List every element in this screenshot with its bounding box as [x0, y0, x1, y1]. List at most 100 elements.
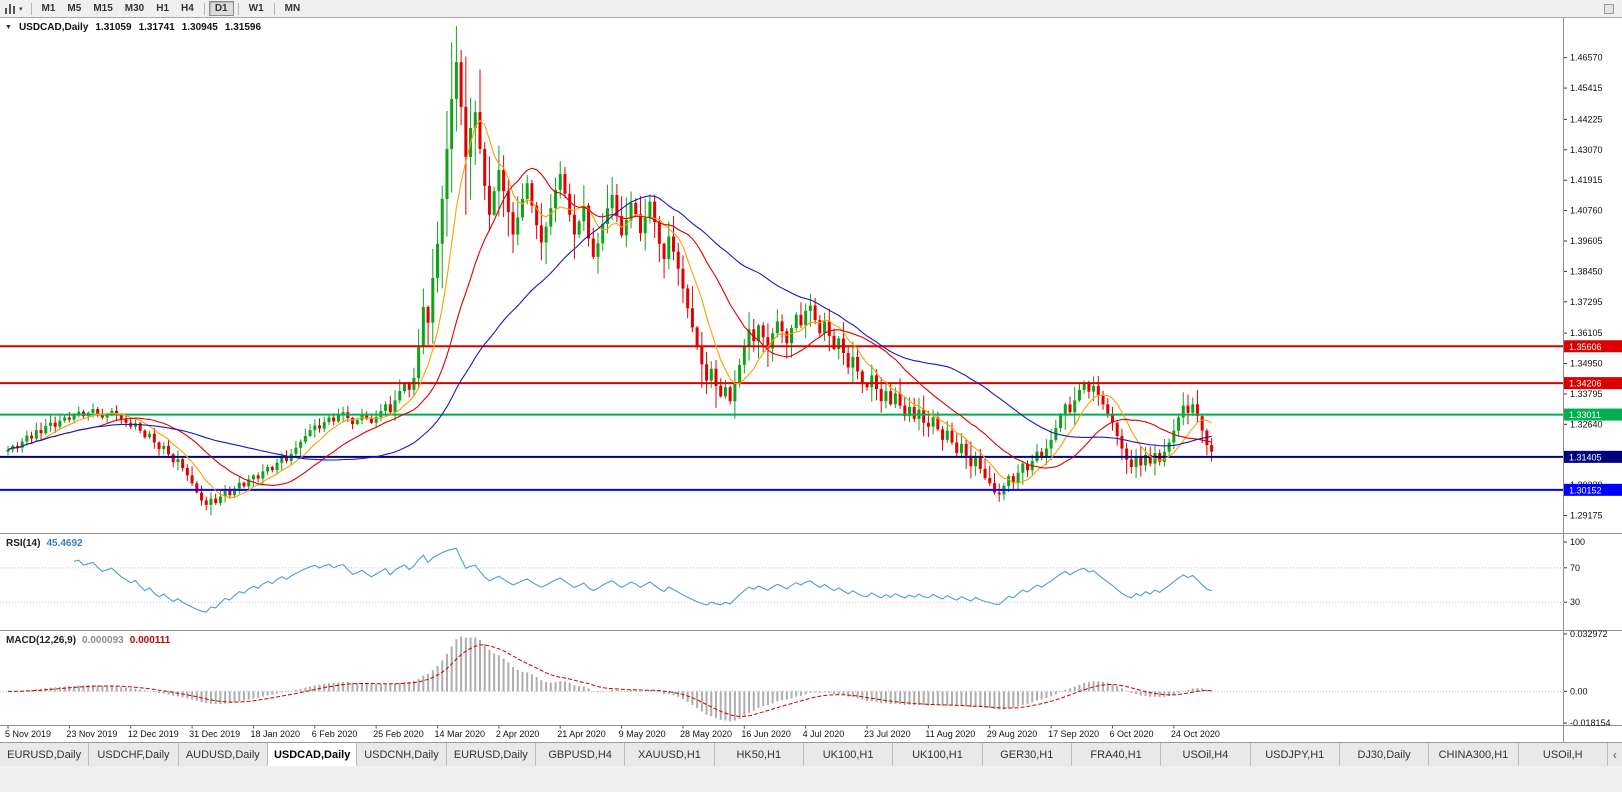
ma-mid-line	[7, 167, 1212, 486]
timeframe-button-d1[interactable]: D1	[208, 1, 234, 16]
timeframe-button-m5[interactable]: M5	[67, 3, 82, 14]
symbol-tab-dj30-daily[interactable]: DJ30,Daily	[1339, 743, 1430, 766]
toolbar-separator	[273, 2, 275, 15]
macd-panel: 0.032972 0.00 -0.018154	[0, 629, 1611, 728]
symbol-tab-hk50-h1[interactable]: HK50,H1	[714, 743, 804, 766]
timeframe-button-mn[interactable]: MN	[284, 3, 301, 14]
horizontal-lines[interactable]	[0, 345, 1564, 491]
tab-scroll-icon[interactable]: ‹	[1612, 747, 1617, 762]
symbol-tab-fra40-h1[interactable]: FRA40,H1	[1071, 743, 1162, 766]
timeframe-toolbar: ▾ M1 M5 M15 M30 H1 H4 D1 W1 MN	[0, 0, 1622, 18]
macd-main-value: 0.000093	[82, 635, 124, 646]
svg-text:0.032972: 0.032972	[1570, 629, 1608, 639]
chart-type-dropdown-icon[interactable]: ▾	[19, 5, 23, 13]
symbol-tab-usdchf-daily[interactable]: USDCHF,Daily	[89, 743, 179, 766]
svg-text:12 Dec 2019: 12 Dec 2019	[128, 729, 179, 739]
svg-text:1.46570: 1.46570	[1570, 53, 1603, 63]
svg-text:21 Apr 2020: 21 Apr 2020	[557, 729, 606, 739]
symbol-tab-usdcad-daily[interactable]: USDCAD,Daily	[267, 743, 358, 766]
ma-lines	[7, 119, 1212, 499]
timeframe-button-m30[interactable]: M30	[124, 3, 145, 14]
chart-type-icon[interactable]	[4, 3, 18, 15]
svg-text:1.37295: 1.37295	[1570, 297, 1603, 307]
symbol-tab-ger30-h1[interactable]: GER30,H1	[982, 743, 1072, 766]
timeframe-button-w1[interactable]: W1	[248, 3, 264, 14]
price-badge-1.35606[interactable]: 1.35606	[1564, 340, 1622, 353]
svg-text:1.34950: 1.34950	[1570, 359, 1603, 369]
bottom-strip	[0, 766, 1622, 792]
svg-text:1.33011: 1.33011	[1569, 410, 1601, 420]
svg-text:1.41915: 1.41915	[1570, 175, 1603, 185]
svg-text:1.29175: 1.29175	[1570, 511, 1603, 521]
price-axis[interactable]: 1.46570 1.45415 1.44225 1.43070 1.41915 1.407…	[1564, 53, 1603, 521]
svg-text:6 Feb 2020: 6 Feb 2020	[312, 729, 358, 739]
price-badge-1.31405[interactable]: 1.31405	[1564, 450, 1622, 463]
svg-text:1.34206: 1.34206	[1569, 379, 1602, 389]
svg-text:1.35606: 1.35606	[1569, 342, 1602, 352]
chart-symbol-label: USDCAD,Daily	[18, 22, 89, 33]
date-axis[interactable]: 5 Nov 2019 23 Nov 2019 12 Dec 2019 31 Dec 2…	[5, 725, 1220, 740]
ohlc-open: 1.31059	[95, 22, 132, 33]
symbol-tab-audusd-daily[interactable]: AUDUSD,Daily	[178, 743, 268, 766]
symbol-tab-usoil-h[interactable]: USOil,H	[1518, 743, 1608, 766]
svg-text:29 Aug 2020: 29 Aug 2020	[987, 729, 1038, 739]
svg-text:18 Jan 2020: 18 Jan 2020	[250, 729, 300, 739]
svg-text:24 Oct 2020: 24 Oct 2020	[1171, 729, 1220, 739]
symbol-tab-usoil-h4[interactable]: USOil,H4	[1161, 743, 1251, 766]
svg-text:1.44225: 1.44225	[1570, 114, 1603, 124]
price-badge-1.34206[interactable]: 1.34206	[1564, 377, 1622, 390]
symbol-tab-eurusd-daily[interactable]: EURUSD,Daily	[446, 743, 536, 766]
rsi-panel: 100 70 30	[0, 537, 1585, 613]
chart-canvas[interactable]: 1.46570 1.45415 1.44225 1.43070 1.41915 1.407…	[0, 18, 1622, 742]
svg-text:1.45415: 1.45415	[1570, 83, 1603, 93]
price-line-badges[interactable]: 1.35606 1.34206 1.33011 1.31405 1.30152	[1564, 340, 1622, 496]
svg-text:16 Jun 2020: 16 Jun 2020	[741, 729, 791, 739]
macd-signal-value: 0.000111	[129, 635, 171, 646]
chart-title: ▼ USDCAD,Daily 1.31059 1.31741 1.30945 1…	[5, 22, 261, 33]
timeframe-button-m1[interactable]: M1	[41, 3, 56, 14]
svg-text:1.43070: 1.43070	[1570, 145, 1603, 155]
rsi-indicator-label: RSI(14) 45.4692	[6, 538, 83, 549]
panel-separators	[0, 18, 1622, 742]
chart-window: 1.46570 1.45415 1.44225 1.43070 1.41915 1.407…	[0, 18, 1622, 742]
symbol-tab-bar: EURUSD,Daily USDCHF,Daily AUDUSD,Daily USDC…	[0, 742, 1622, 766]
ohlc-close: 1.31596	[224, 22, 262, 33]
timeframe-buttons: M1 M5 M15 M30 H1 H4 D1 W1 MN	[36, 1, 307, 16]
svg-text:25 Feb 2020: 25 Feb 2020	[373, 729, 424, 739]
svg-text:17 Sep 2020: 17 Sep 2020	[1048, 729, 1099, 739]
svg-text:1.30152: 1.30152	[1569, 485, 1602, 495]
symbol-tab-xauusd-h1[interactable]: XAUUSD,H1	[625, 743, 715, 766]
symbol-tab-usdcnh-daily[interactable]: USDCNH,Daily	[357, 743, 447, 766]
toolbar-separator	[203, 2, 205, 15]
rsi-name: RSI(14)	[6, 538, 41, 549]
timeframe-button-h4[interactable]: H4	[181, 3, 194, 14]
svg-text:6 Oct 2020: 6 Oct 2020	[1109, 729, 1153, 739]
toolbar-separator	[237, 2, 239, 15]
price-badge-1.30152[interactable]: 1.30152	[1564, 483, 1622, 496]
symbol-tab-gbpusd-h4[interactable]: GBPUSD,H4	[535, 743, 626, 766]
timeframe-button-h1[interactable]: H1	[156, 3, 170, 14]
svg-text:1.38450: 1.38450	[1570, 266, 1603, 276]
svg-text:5 Nov 2019: 5 Nov 2019	[5, 729, 51, 739]
price-badge-1.33011[interactable]: 1.33011	[1564, 408, 1622, 421]
timeframe-button-m15[interactable]: M15	[93, 3, 113, 14]
symbol-tab-usdjpy-h1[interactable]: USDJPY,H1	[1250, 743, 1340, 766]
symbol-tab-uk100-h1[interactable]: UK100,H1	[803, 743, 894, 766]
symbol-tab-china300-h1[interactable]: CHINA300,H1	[1429, 743, 1519, 766]
svg-text:4 Jul 2020: 4 Jul 2020	[803, 729, 845, 739]
svg-text:28 May 2020: 28 May 2020	[680, 729, 732, 739]
ma-fast-line	[7, 119, 1212, 499]
svg-text:31 Dec 2019: 31 Dec 2019	[189, 729, 240, 739]
symbol-tab-uk100-h1[interactable]: UK100,H1	[893, 743, 983, 766]
macd-signal-line	[8, 644, 1212, 718]
symbol-tab-eurusd-daily[interactable]: EURUSD,Daily	[0, 743, 90, 766]
svg-text:100: 100	[1570, 537, 1585, 547]
svg-text:70: 70	[1570, 563, 1580, 573]
candles-layer	[6, 26, 1214, 516]
macd-name: MACD(12,26,9)	[6, 635, 77, 646]
svg-text:1.40760: 1.40760	[1570, 206, 1603, 216]
svg-text:14 Mar 2020: 14 Mar 2020	[435, 729, 486, 739]
ma-slow-line	[7, 195, 1212, 461]
collapse-chart-icon[interactable]: ▼	[5, 24, 12, 31]
toolbar-right-button[interactable]	[1604, 3, 1614, 14]
